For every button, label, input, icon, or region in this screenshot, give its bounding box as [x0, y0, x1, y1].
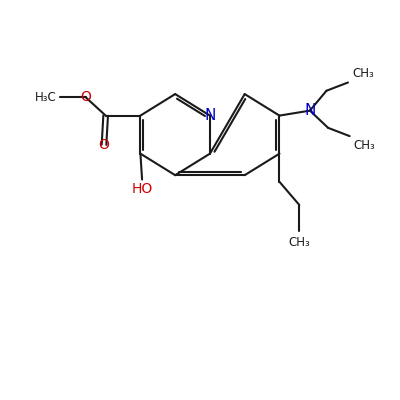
Text: H₃C: H₃C [35, 91, 57, 104]
Text: CH₃: CH₃ [352, 67, 374, 80]
Text: CH₃: CH₃ [354, 139, 375, 152]
Text: HO: HO [132, 182, 153, 196]
Text: O: O [98, 138, 110, 152]
Text: N: N [204, 108, 216, 123]
Text: N: N [304, 103, 316, 118]
Text: CH₃: CH₃ [288, 236, 310, 250]
Text: O: O [80, 90, 91, 104]
